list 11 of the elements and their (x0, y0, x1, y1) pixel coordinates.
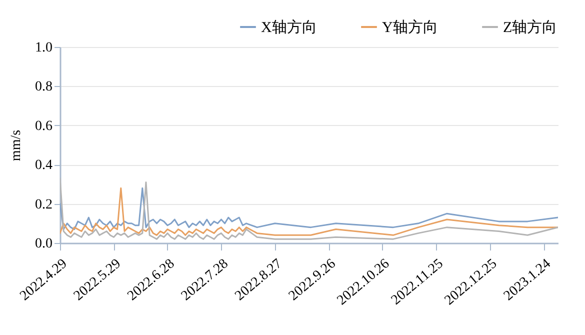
legend-label: Z轴方向 (503, 19, 558, 36)
y-tick-label: 0.4 (35, 158, 52, 174)
y-tick-label: 0.8 (35, 80, 52, 95)
y-tick-label: 0.2 (35, 197, 52, 212)
y-tick-label: 0.6 (35, 118, 52, 134)
legend-label: Y轴方向 (382, 19, 438, 36)
y-axis-title: mm/s (9, 130, 24, 162)
line-series (60, 178, 558, 240)
y-tick-label: 0.0 (35, 236, 52, 252)
y-tick-label: 1.0 (35, 40, 52, 56)
legend-label: X轴方向 (261, 19, 317, 36)
